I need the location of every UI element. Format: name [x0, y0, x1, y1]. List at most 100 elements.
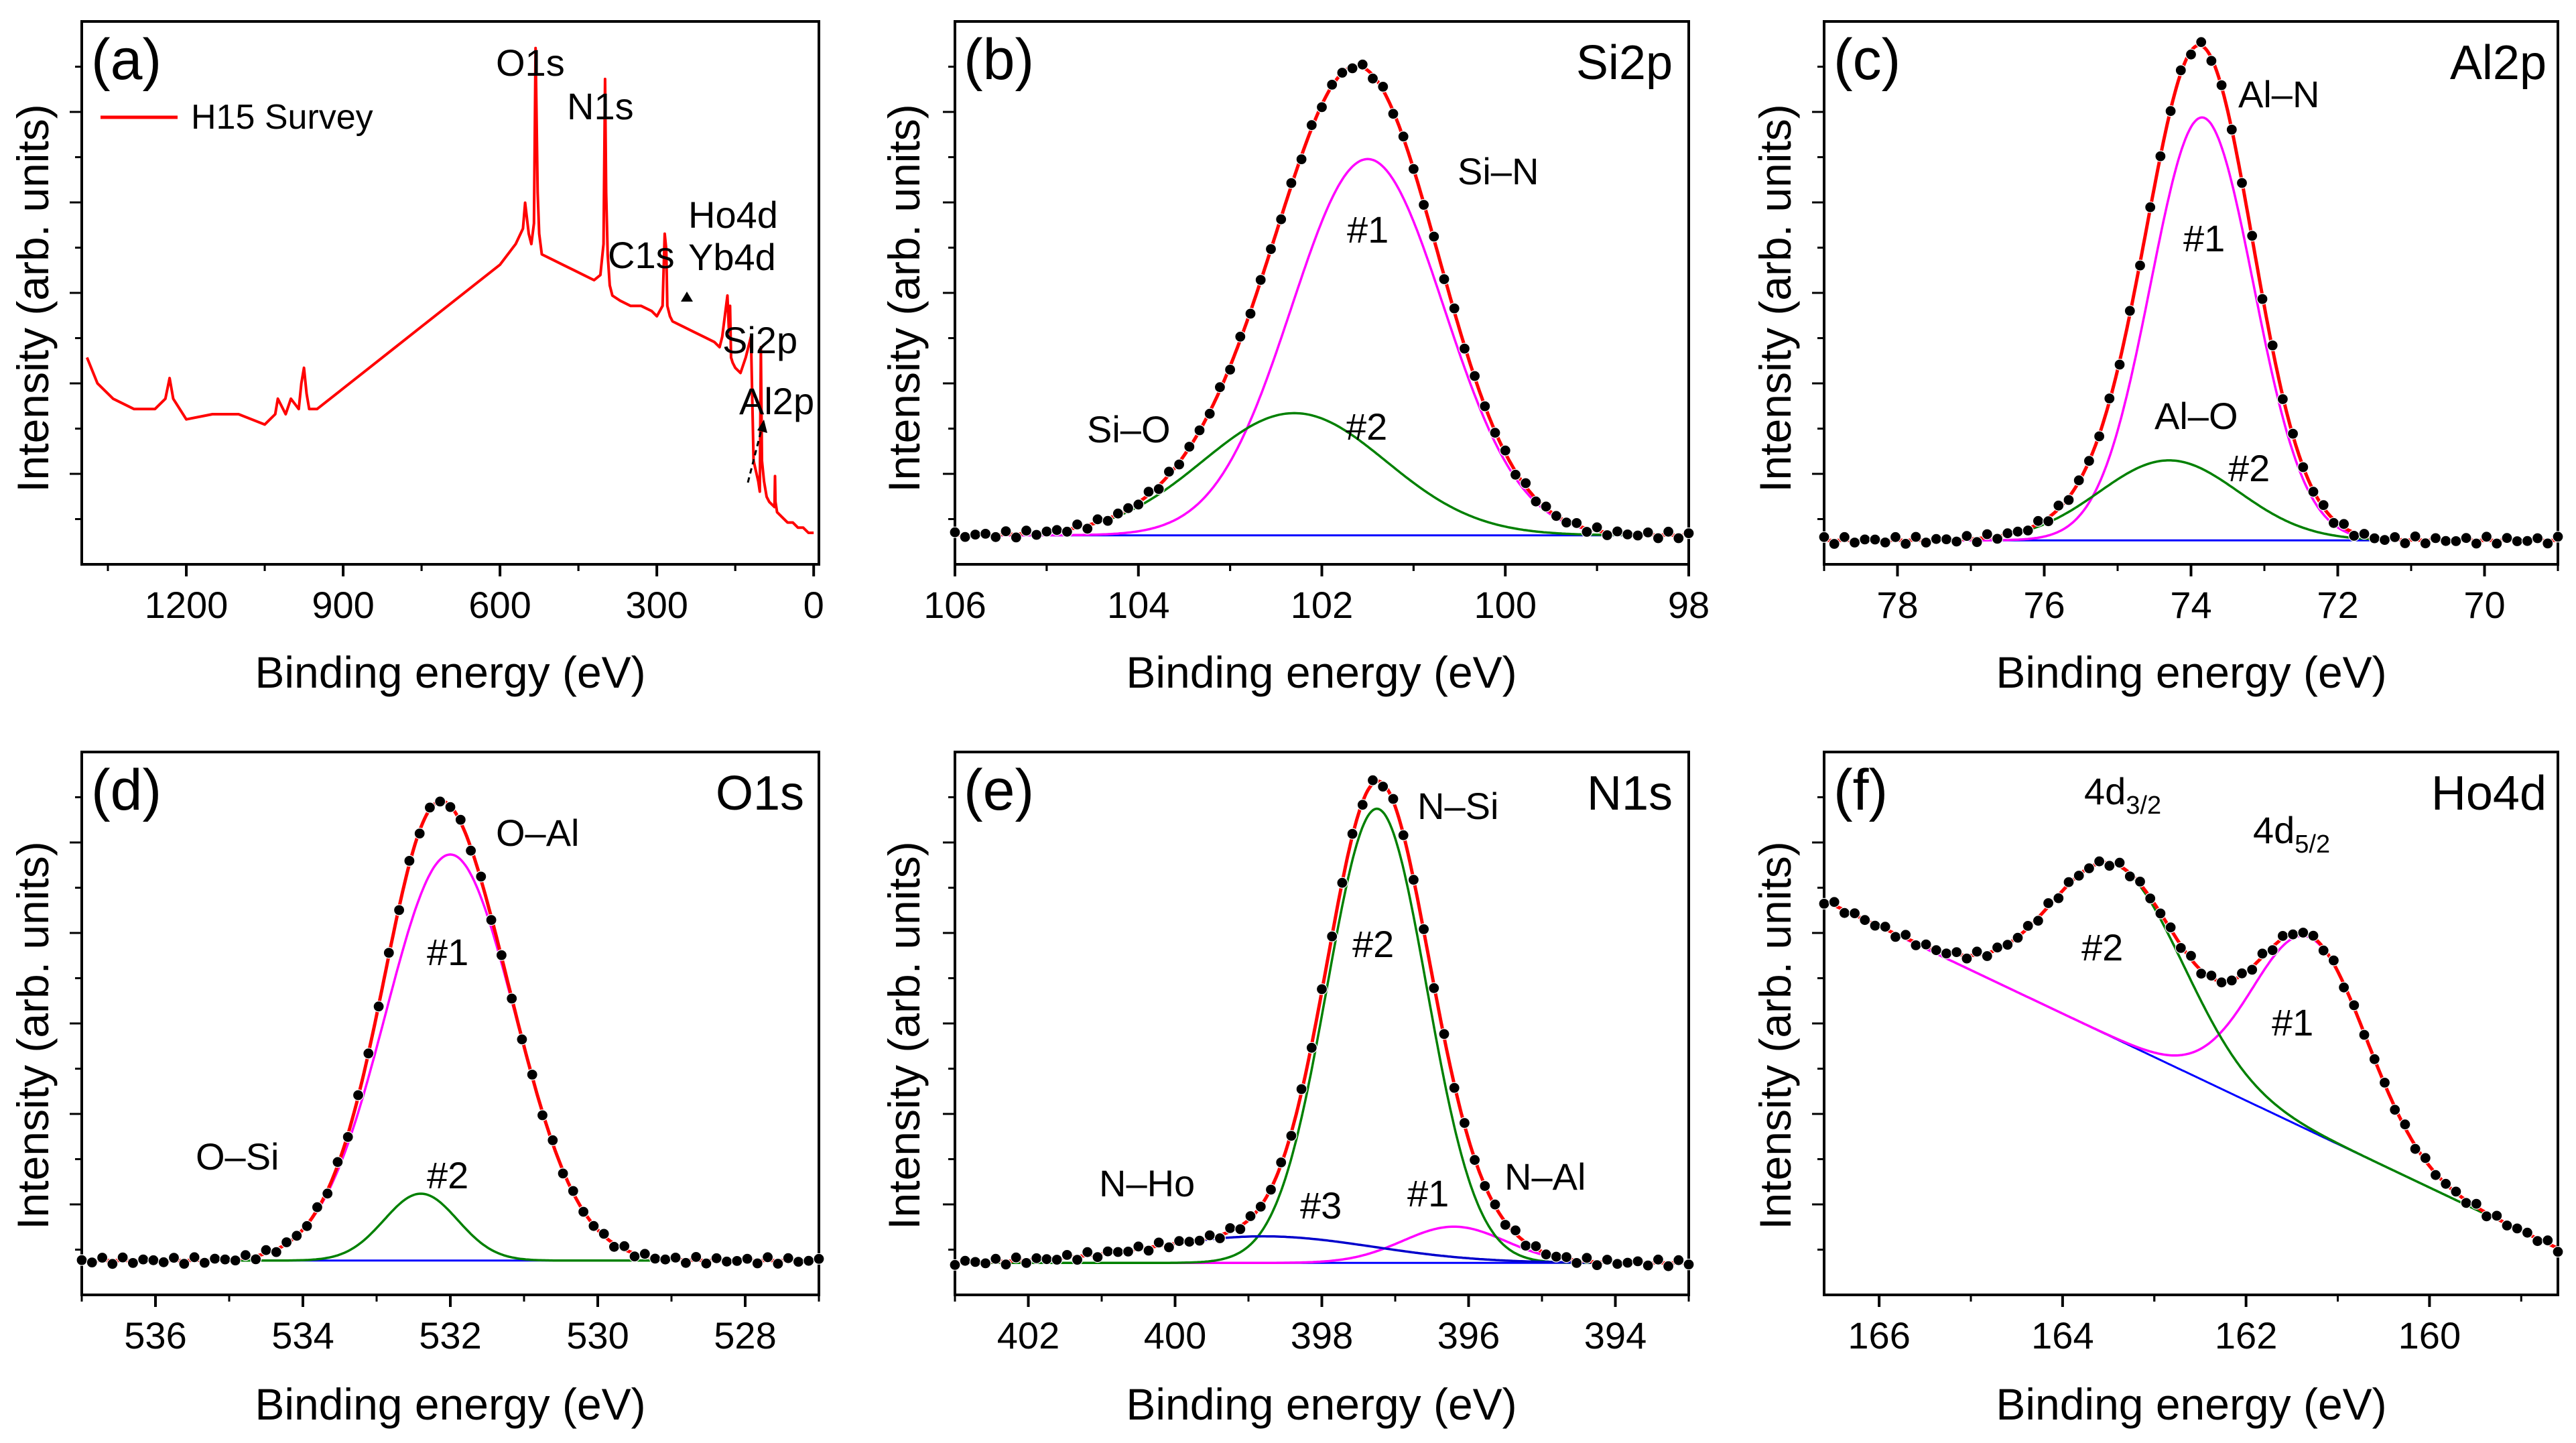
data-point	[2501, 1219, 2513, 1232]
data-point	[1889, 531, 1902, 543]
x-tick-label: 160	[2398, 1314, 2461, 1357]
data-point	[1051, 524, 1063, 536]
data-point	[2134, 259, 2146, 271]
data-point	[1418, 199, 1430, 211]
data-point	[1951, 946, 1963, 958]
data-point	[2124, 305, 2136, 317]
data-point	[2521, 535, 2533, 547]
data-point	[1509, 1225, 1522, 1237]
data-point	[2195, 36, 2207, 48]
data-point	[1530, 495, 1542, 507]
data-point	[1000, 1258, 1012, 1271]
annotation-n-ho: N–Ho	[1099, 1162, 1195, 1204]
data-point	[1540, 501, 1552, 513]
data-point	[1112, 507, 1124, 519]
data-point	[1031, 529, 1043, 541]
data-point	[979, 1257, 992, 1269]
x-tick-label: 1200	[145, 584, 229, 626]
annotation-yb4d: Yb4d	[688, 236, 776, 278]
data-point	[1173, 458, 1185, 470]
panel-d-y-ticks	[70, 796, 82, 1251]
data-point	[1438, 273, 1450, 286]
data-point	[2480, 1210, 2493, 1222]
data-point	[1366, 72, 1379, 84]
data-point	[1428, 982, 1440, 994]
x-tick-label: 532	[419, 1314, 481, 1357]
data-point	[1122, 502, 1135, 514]
data-point	[1061, 525, 1073, 538]
data-point	[1356, 58, 1368, 70]
data-point	[2144, 892, 2156, 905]
data-point	[1265, 243, 1277, 255]
data-point	[2440, 535, 2452, 547]
data-point	[2256, 293, 2268, 305]
data-point	[1642, 1259, 1654, 1271]
data-point	[311, 1201, 323, 1213]
annotation-f-peak1: #1	[2272, 1001, 2313, 1044]
annotation-e-peak2: #2	[1352, 923, 1394, 965]
data-point	[1153, 1237, 1165, 1249]
data-point	[1112, 1246, 1124, 1258]
annotation-4d52: 4d5/2	[2253, 809, 2330, 859]
panel-f-y-ticks	[1812, 796, 1824, 1251]
annotation-ho4d: Ho4d	[688, 194, 778, 236]
data-point	[1611, 1258, 1624, 1270]
panel-e: Intensity (arb. units) 402 400 398 396 394 (…	[879, 751, 1695, 1429]
panel-f: Intensity (arb. units) 166 164 162 160 (f) …	[1750, 751, 2564, 1429]
data-point	[741, 1253, 753, 1265]
data-point	[2532, 1235, 2544, 1247]
data-point	[1315, 101, 1328, 113]
data-point	[270, 1246, 282, 1258]
panel-c-y-ticks	[1812, 66, 1824, 520]
data-point	[536, 1109, 549, 1121]
data-point	[1092, 513, 1104, 525]
data-point	[2317, 944, 2329, 956]
data-point	[1438, 1028, 1450, 1040]
data-point	[1910, 939, 1922, 952]
annotation-n-si: N–Si	[1417, 785, 1498, 827]
data-point	[506, 993, 518, 1005]
annotation-al2p: Al2p	[739, 380, 814, 422]
data-point	[2002, 527, 2014, 540]
annotation-o-si: O–Si	[196, 1135, 279, 1178]
data-point	[1591, 521, 1603, 534]
data-point	[1581, 525, 1593, 538]
data-point	[137, 1253, 149, 1265]
data-point	[1183, 1236, 1196, 1248]
data-point	[393, 904, 405, 916]
data-point	[2134, 875, 2146, 888]
x-tick-label: 534	[271, 1314, 334, 1357]
data-point	[2307, 486, 2319, 498]
data-point	[2429, 532, 2442, 544]
fit-component-peak2	[1823, 861, 2559, 1250]
data-point	[2409, 530, 2421, 543]
data-point	[342, 1131, 354, 1143]
data-point	[1951, 536, 1963, 548]
data-point	[2511, 1222, 2523, 1235]
data-point	[2073, 475, 2085, 487]
data-point	[1859, 914, 1871, 926]
data-point	[2501, 532, 2513, 544]
data-point	[383, 946, 395, 959]
data-point	[659, 1253, 671, 1265]
data-point	[1469, 370, 1481, 382]
annotation-d-peak2: #2	[427, 1154, 468, 1196]
x-tick-label: 402	[997, 1314, 1059, 1357]
data-point	[680, 1257, 692, 1269]
annotation-si-o: Si–O	[1087, 408, 1171, 450]
data-point	[1071, 518, 1084, 531]
data-point	[352, 1089, 365, 1101]
data-point	[1961, 530, 1973, 542]
data-point	[1673, 532, 1685, 544]
data-point	[731, 1255, 743, 1267]
data-point	[2175, 64, 2187, 76]
data-point	[1234, 1223, 1246, 1235]
panel-b-title: Si2p	[1576, 36, 1673, 90]
data-point	[1295, 153, 1307, 166]
data-point	[2154, 150, 2167, 162]
annotation-b-peak1: #1	[1347, 208, 1389, 251]
data-point	[1981, 528, 1993, 540]
data-point	[1601, 1253, 1613, 1266]
data-point	[1336, 877, 1348, 889]
annotation-e-peak1: #1	[1407, 1172, 1449, 1214]
